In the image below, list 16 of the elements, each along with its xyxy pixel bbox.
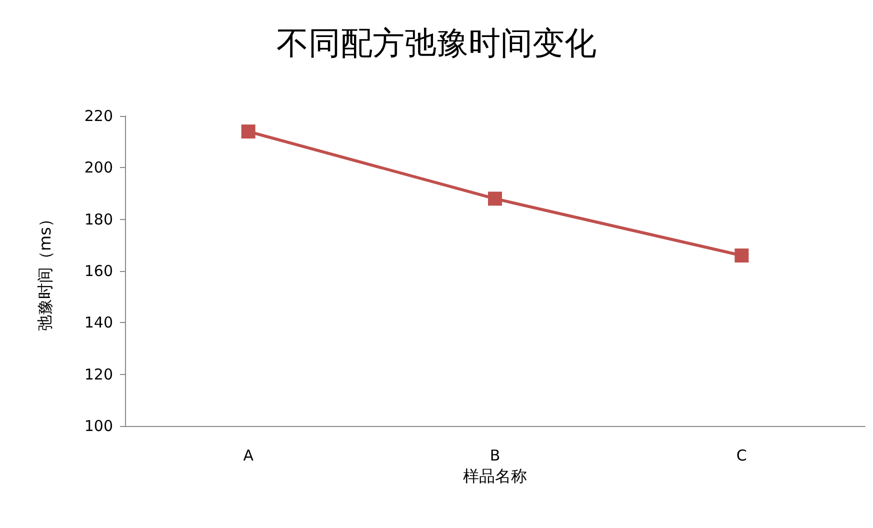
x-axis-title: 样品名称 xyxy=(463,466,527,486)
chart-title: 不同配方弛豫时间变化 xyxy=(276,24,596,62)
y-tick-label: 180 xyxy=(84,210,113,228)
point xyxy=(734,248,749,262)
x-tick-label: B xyxy=(490,446,500,464)
y-tick-label: 100 xyxy=(84,417,113,435)
x-tick-label: A xyxy=(243,446,254,464)
y-tick-label: 120 xyxy=(84,365,113,384)
x-tick-label: C xyxy=(736,446,747,464)
y-tick-label: 160 xyxy=(84,262,113,280)
y-tick-label: 200 xyxy=(84,158,113,177)
y-axis-title: 弛豫时间（ms） xyxy=(36,211,54,331)
y-tick-label: 140 xyxy=(84,314,113,332)
y-tick-label: 220 xyxy=(84,107,113,125)
point xyxy=(241,124,256,138)
point xyxy=(488,192,502,206)
